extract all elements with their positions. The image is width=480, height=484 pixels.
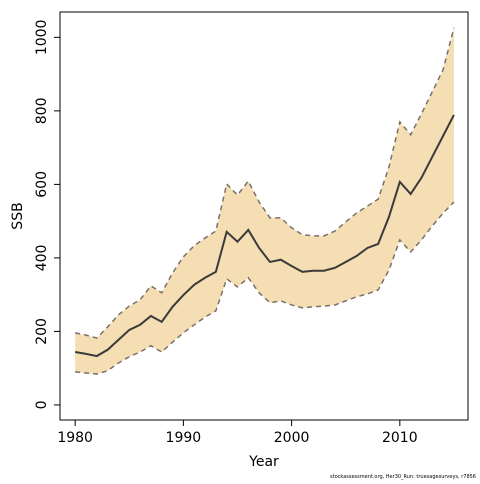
lower-bound: [75, 201, 455, 375]
upper-bound: [75, 27, 455, 339]
x-tick-label: 1990: [166, 430, 202, 446]
y-tick-label: 400: [34, 245, 50, 272]
footnote: stockassessment.org, Her30_Run: truesage…: [330, 474, 476, 480]
x-tick-label: 2000: [274, 430, 310, 446]
ssb-line: [74, 114, 455, 358]
y-tick-label: 200: [34, 318, 50, 345]
x-tick-label: 2010: [382, 430, 418, 446]
y-tick-label: 600: [34, 171, 50, 198]
y-tick-label: 0: [34, 400, 50, 409]
confidence-band: [75, 27, 454, 375]
y-tick-label: 1000: [34, 20, 50, 56]
plot-frame: [59, 11, 469, 421]
x-tick-label: 1980: [57, 430, 93, 446]
y-axis-label: SSB: [10, 202, 26, 229]
y-tick-label: 800: [34, 98, 50, 125]
x-axis-label: Year: [248, 454, 279, 470]
